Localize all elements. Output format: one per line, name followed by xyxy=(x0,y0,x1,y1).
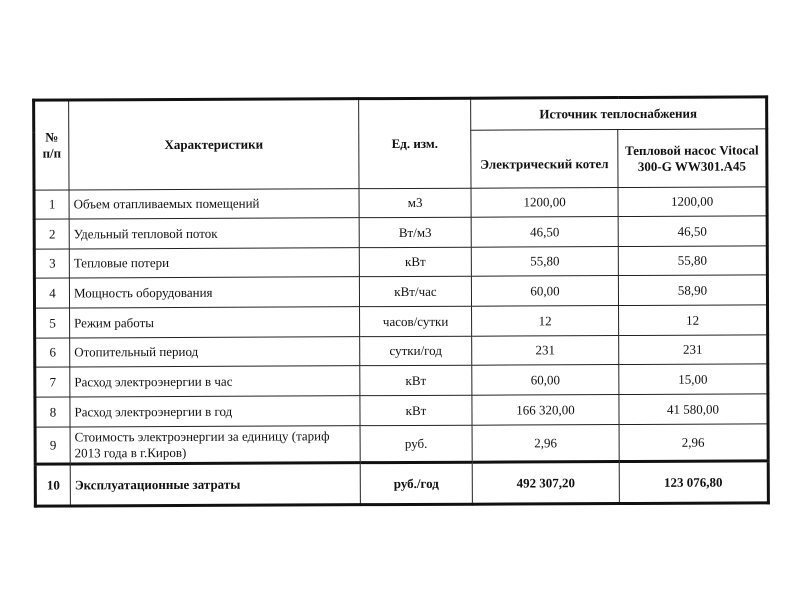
header-source: Источник теплоснабжения xyxy=(470,96,767,131)
row-number: 10 xyxy=(35,463,71,507)
header-unit: Ед. изм. xyxy=(358,98,472,189)
row-boiler-value: 60,00 xyxy=(471,364,619,396)
row-characteristic: Мощность оборудования xyxy=(69,276,360,308)
row-boiler-value: 46,50 xyxy=(471,216,619,248)
row-number: 2 xyxy=(34,218,70,250)
row-characteristic: Тепловые потери xyxy=(69,247,360,278)
header-characteristics: Характеристики xyxy=(68,98,360,190)
row-number: 8 xyxy=(34,396,71,428)
row-unit: руб./год xyxy=(360,462,473,505)
table-row: 6 Отопительный период сутки/год 231 231 xyxy=(34,334,768,368)
row-boiler-value: 166 320,00 xyxy=(471,394,620,426)
row-unit: кВт xyxy=(359,395,473,426)
row-characteristic: Режим работы xyxy=(69,306,360,338)
row-characteristic: Отопительный период xyxy=(69,336,360,367)
table-row: 4 Мощность оборудования кВт/час 60,00 58,90 xyxy=(34,274,768,309)
row-unit: Вт/м3 xyxy=(359,217,472,248)
row-characteristic: Объем отапливаемых помещений xyxy=(69,188,360,219)
row-number: 6 xyxy=(34,337,70,368)
table-row: 8 Расход электроэнергии в год кВт 166 320,0… xyxy=(34,393,769,428)
row-pump-value: 123 076,80 xyxy=(619,460,769,504)
row-number: 7 xyxy=(34,366,70,398)
row-number: 3 xyxy=(34,248,70,279)
row-characteristic: Удельный тепловой поток xyxy=(69,217,360,249)
row-pump-value: 12 xyxy=(618,304,768,336)
row-pump-value: 46,50 xyxy=(618,215,768,247)
row-number: 9 xyxy=(35,426,71,465)
row-unit: кВт/час xyxy=(359,276,472,307)
row-pump-value: 1200,00 xyxy=(618,186,768,217)
cost-comparison-table: № п/п Характеристики Ед. изм. Источник т… xyxy=(32,95,770,508)
row-unit: кВт xyxy=(359,365,472,396)
row-boiler-value: 1200,00 xyxy=(471,187,619,218)
table-row: 3 Тепловые потери кВт 55,80 55,80 xyxy=(34,245,768,279)
row-unit: кВт xyxy=(359,247,472,277)
row-characteristic: Расход электроэнергии в час xyxy=(69,365,360,397)
row-boiler-value: 2,96 xyxy=(472,424,620,463)
header-boiler: Электрический котел xyxy=(470,129,619,189)
row-unit: часов/сутки xyxy=(359,306,472,337)
header-num: № п/п xyxy=(33,99,70,191)
row-unit: м3 xyxy=(359,188,472,218)
header-pump: Тепловой насос Vitocal 300-G WW301.A45 xyxy=(617,128,768,188)
row-pump-value: 58,90 xyxy=(618,274,768,306)
table-row: 2 Удельный тепловой поток Вт/м3 46,50 46,50 xyxy=(34,215,768,250)
row-pump-value: 231 xyxy=(618,334,768,365)
row-characteristic: Стоимость электроэнергии за единицу (тар… xyxy=(70,425,361,464)
table-row: 9 Стоимость электроэнергии за единицу (та… xyxy=(35,423,769,465)
row-pump-value: 15,00 xyxy=(618,363,768,395)
table-row: 7 Расход электроэнергии в час кВт 60,00 15,0… xyxy=(34,363,768,398)
row-boiler-value: 492 307,20 xyxy=(472,461,620,505)
row-boiler-value: 231 xyxy=(471,335,619,366)
row-boiler-value: 12 xyxy=(471,305,619,337)
table-row: 10 Эксплуатационные затраты руб./год 492 30… xyxy=(35,460,769,507)
row-unit: руб. xyxy=(360,425,473,463)
row-pump-value: 55,80 xyxy=(618,245,768,276)
row-unit: сутки/год xyxy=(359,336,472,366)
row-number: 5 xyxy=(34,307,70,339)
row-number: 4 xyxy=(34,277,70,309)
row-pump-value: 41 580,00 xyxy=(618,393,769,425)
row-pump-value: 2,96 xyxy=(619,423,769,462)
row-boiler-value: 60,00 xyxy=(471,275,619,307)
row-characteristic: Расход электроэнергии в год xyxy=(69,395,361,427)
table-row: 5 Режим работы часов/сутки 12 12 xyxy=(34,304,768,339)
row-boiler-value: 55,80 xyxy=(471,246,619,277)
table-row: 1 Объем отапливаемых помещений м3 1200,00 12… xyxy=(34,186,768,220)
row-number: 1 xyxy=(34,189,70,220)
row-characteristic: Эксплуатационные затраты xyxy=(70,462,361,506)
